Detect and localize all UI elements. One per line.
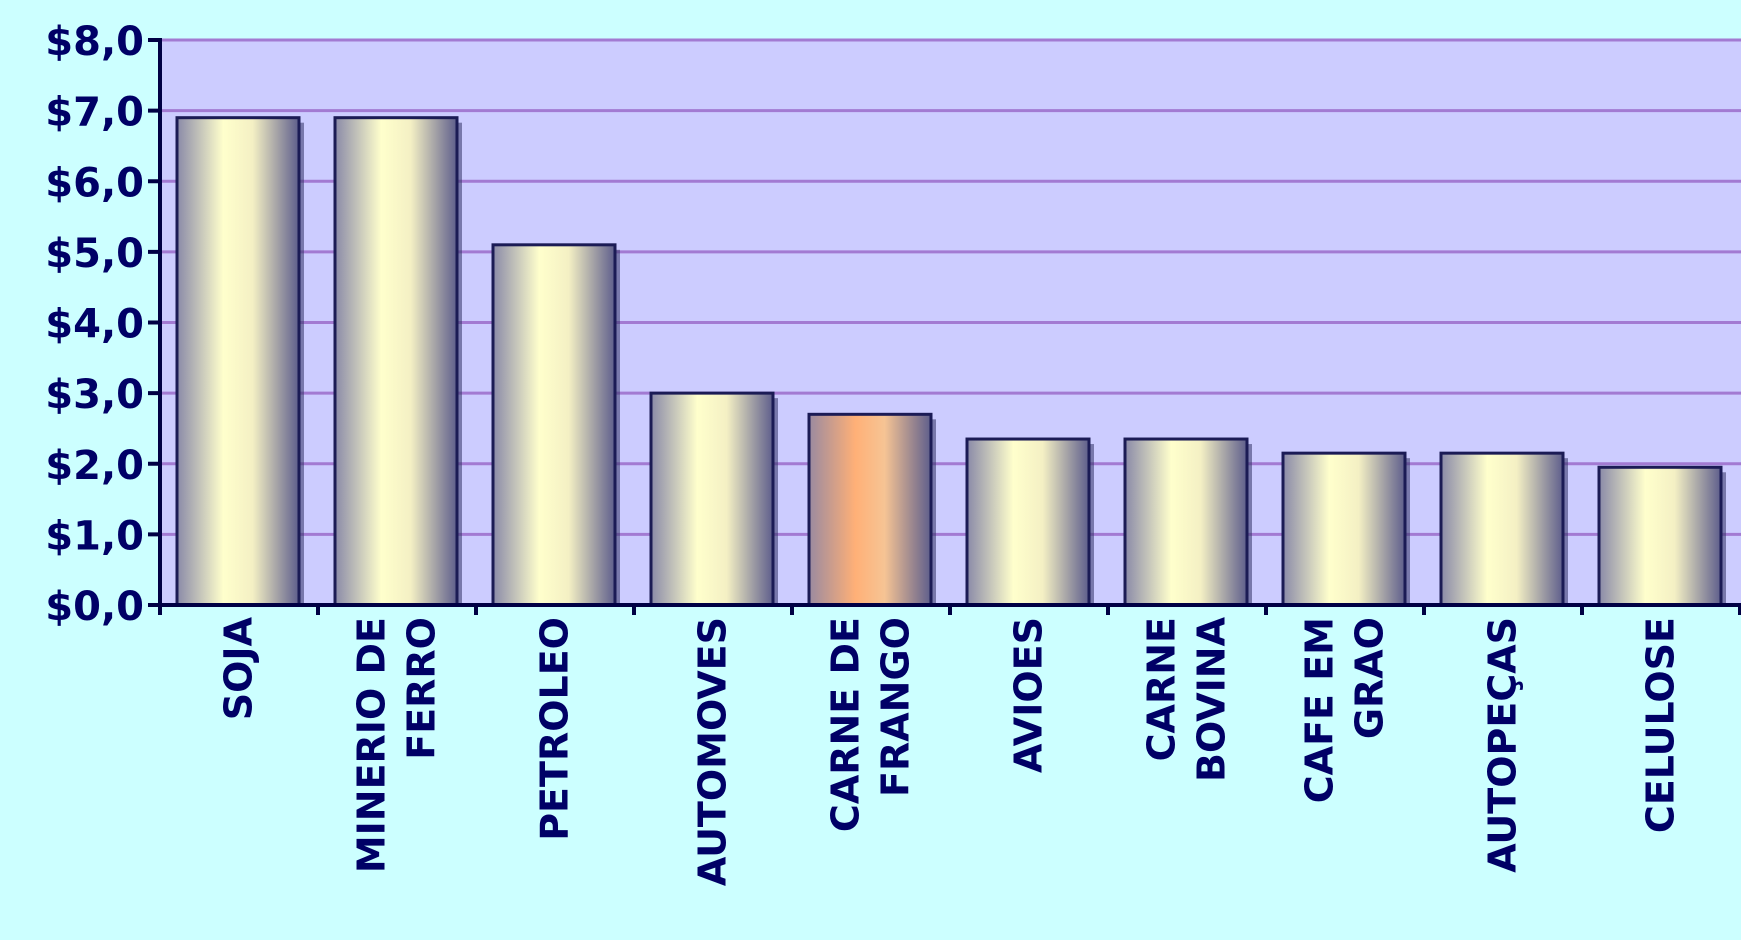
bar [175, 116, 301, 607]
y-tick-label: $1,0 [45, 513, 144, 559]
y-tick-label: $7,0 [45, 90, 144, 136]
bar [807, 412, 933, 607]
bar [965, 437, 1091, 607]
y-tick-label: $6,0 [45, 160, 144, 206]
x-tick-label: FERRO [400, 617, 444, 760]
x-tick-label: FRANGO [874, 617, 918, 797]
bar [1281, 451, 1407, 607]
x-tick-label: GRAO [1348, 617, 1392, 739]
x-tick-label: CARNE [1140, 617, 1184, 761]
y-tick-label: $4,0 [45, 302, 144, 348]
bar [1597, 465, 1723, 607]
bar [1123, 437, 1249, 607]
x-tick-label: SOJA [217, 616, 261, 720]
bars [175, 116, 1726, 607]
bar [491, 243, 617, 607]
y-tick-label: $2,0 [45, 443, 144, 489]
bar [333, 116, 459, 607]
y-tick-label: $5,0 [45, 231, 144, 277]
x-tick-label: AUTOPEÇAS [1481, 617, 1525, 873]
bar [1439, 451, 1565, 607]
x-tick-label: MINERIO DE [350, 617, 394, 873]
x-tick-label: CARNE DE [824, 617, 868, 832]
x-axis: SOJA MINERIO DE FERRO PETROLEO AUTOMOVES CARN… [158, 603, 1741, 886]
y-tick-label: $8,0 [45, 19, 144, 65]
bar [649, 391, 775, 607]
y-tick-label: $0,0 [45, 584, 144, 630]
y-axis: $0,0 $1,0 $2,0 $3,0 $4,0 $5,0 $6,0 $7,0 $8,0 [45, 19, 162, 630]
x-tick-label: CAFE EM [1298, 617, 1342, 803]
x-tick-label: AUTOMOVES [691, 617, 735, 886]
x-tick-label: PETROLEO [533, 617, 577, 841]
x-tick-label: BOVINA [1190, 616, 1234, 782]
x-tick-label: CELULOSE [1639, 617, 1683, 833]
y-tick-label: $3,0 [45, 372, 144, 418]
x-tick-label: AVIOES [1007, 617, 1051, 773]
